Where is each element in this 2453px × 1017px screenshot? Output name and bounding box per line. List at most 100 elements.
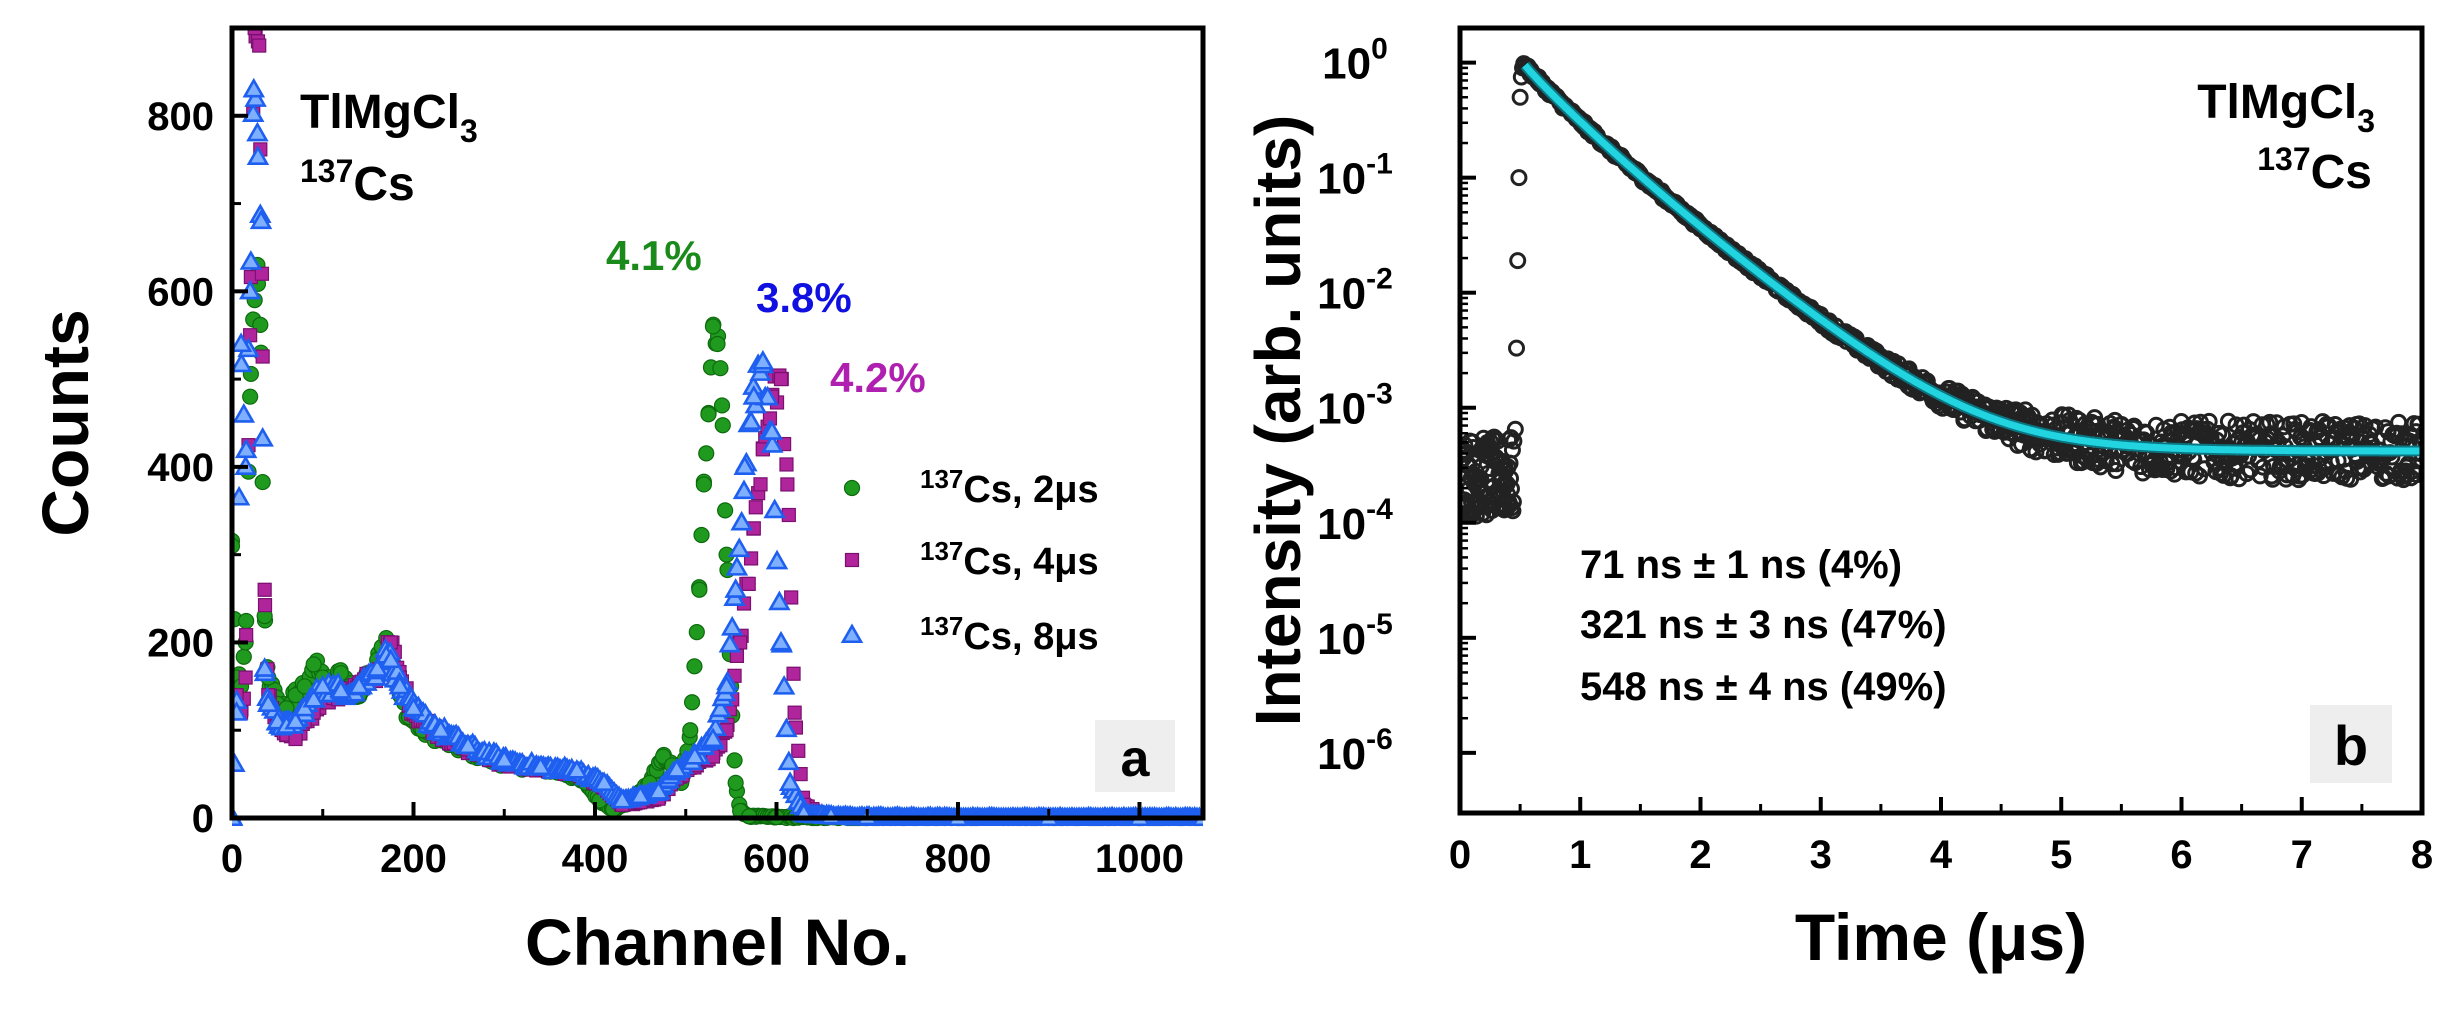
data-point bbox=[772, 674, 796, 695]
y-tick-exponent: -1 bbox=[1366, 148, 1393, 181]
data-point bbox=[725, 556, 749, 576]
data-point bbox=[257, 598, 273, 613]
isotope-label: 137Cs bbox=[300, 153, 415, 211]
legend-marker bbox=[843, 479, 861, 497]
data-point bbox=[2410, 415, 2422, 433]
data-point bbox=[683, 744, 707, 765]
data-point bbox=[768, 590, 791, 611]
data-point bbox=[257, 692, 280, 712]
x-tick-label: 6 bbox=[2170, 833, 2192, 877]
data-point bbox=[727, 774, 744, 791]
y-tick-exponent: -3 bbox=[1366, 378, 1393, 411]
decay-component-3: 548 ns ± 4 ns (49%) bbox=[1580, 665, 1947, 709]
data-point bbox=[1503, 441, 1521, 459]
data-point bbox=[329, 679, 353, 699]
fit-line bbox=[1522, 62, 2422, 455]
data-point bbox=[565, 758, 589, 779]
data-point bbox=[2408, 466, 2422, 484]
data-point bbox=[1504, 502, 1522, 520]
data-point bbox=[402, 696, 425, 717]
data-point bbox=[246, 145, 270, 165]
data-point bbox=[1504, 493, 1522, 511]
panel-b-markers bbox=[1460, 55, 2422, 525]
data-point bbox=[235, 648, 252, 665]
x-tick-label: 1 bbox=[1569, 833, 1591, 877]
compound-subscript: 3 bbox=[460, 113, 478, 149]
data-point bbox=[238, 670, 253, 685]
data-point bbox=[701, 727, 725, 748]
data-point bbox=[691, 581, 708, 598]
x-tick-label: 1000 bbox=[1095, 837, 1184, 881]
data-point bbox=[257, 582, 272, 597]
data-point bbox=[763, 498, 786, 519]
x-axis-label: Channel No. bbox=[525, 905, 910, 979]
y-tick-label: 10-1 bbox=[1317, 148, 1393, 204]
y-tick-exponent: 0 bbox=[1371, 33, 1388, 66]
data-point bbox=[686, 658, 703, 675]
compound-subscript: 3 bbox=[2357, 103, 2375, 139]
data-point bbox=[709, 335, 726, 353]
y-tick-label: 100 bbox=[1322, 33, 1388, 89]
data-point bbox=[698, 445, 715, 462]
data-point bbox=[529, 755, 552, 776]
x-tick-label: 600 bbox=[743, 837, 810, 881]
isotope-symbol: Cs bbox=[353, 158, 414, 211]
data-point bbox=[741, 576, 756, 591]
data-point bbox=[688, 624, 705, 641]
data-point bbox=[769, 630, 793, 651]
y-tick-exponent: -5 bbox=[1366, 608, 1393, 641]
resolution-label-2us: 4.1% bbox=[606, 232, 702, 279]
data-point bbox=[388, 674, 412, 695]
y-tick-label: 10-6 bbox=[1317, 723, 1393, 779]
compound-label: TlMgCl3 bbox=[300, 86, 478, 149]
data-point bbox=[254, 266, 270, 281]
legend-label: 137Cs, 4μs bbox=[920, 536, 1099, 583]
y-tick-label: 600 bbox=[147, 270, 214, 314]
data-point bbox=[232, 332, 253, 353]
y-tick-label: 800 bbox=[147, 95, 214, 139]
data-point bbox=[242, 77, 266, 98]
data-point bbox=[254, 473, 271, 491]
legend-label: 137Cs, 8μs bbox=[920, 611, 1099, 658]
x-tick-label: 800 bbox=[925, 837, 992, 881]
data-point bbox=[665, 758, 688, 778]
data-point bbox=[249, 209, 273, 230]
data-point bbox=[302, 687, 325, 708]
data-point bbox=[244, 87, 267, 107]
data-point bbox=[730, 510, 753, 531]
data-point bbox=[748, 500, 763, 515]
data-point bbox=[700, 406, 717, 423]
isotope-superscript: 137 bbox=[2257, 141, 2310, 177]
legend-superscript: 137 bbox=[920, 464, 963, 494]
data-point bbox=[1460, 505, 1469, 523]
y-tick-label: 10-4 bbox=[1317, 493, 1393, 549]
data-point bbox=[779, 457, 794, 472]
y-tick-label: 0 bbox=[192, 797, 214, 841]
panel-label-box bbox=[2310, 705, 2392, 783]
panel-label-box bbox=[1095, 720, 1175, 792]
data-point bbox=[253, 657, 276, 677]
isotope-symbol: Cs bbox=[2311, 146, 2372, 199]
legend-superscript: 137 bbox=[920, 611, 963, 641]
isotope-label: 137Cs bbox=[2257, 141, 2372, 199]
x-tick-label: 0 bbox=[1449, 833, 1471, 877]
data-point bbox=[647, 780, 670, 800]
data-point bbox=[717, 502, 734, 519]
data-point bbox=[704, 318, 722, 335]
data-point bbox=[726, 752, 743, 769]
x-tick-label: 2 bbox=[1689, 833, 1711, 877]
data-point bbox=[793, 766, 808, 782]
data-point bbox=[724, 578, 747, 598]
data-point bbox=[714, 417, 731, 434]
data-point bbox=[252, 38, 267, 53]
data-point bbox=[2261, 413, 2279, 431]
data-point bbox=[765, 549, 789, 570]
panel-a-frame bbox=[229, 25, 1206, 821]
data-point bbox=[720, 615, 744, 636]
data-point bbox=[756, 385, 779, 406]
resolution-label-4us: 4.2% bbox=[830, 354, 926, 401]
data-point bbox=[238, 612, 255, 630]
legend-item: 137Cs, 8μs bbox=[840, 611, 1099, 658]
x-tick-label: 3 bbox=[1810, 833, 1832, 877]
